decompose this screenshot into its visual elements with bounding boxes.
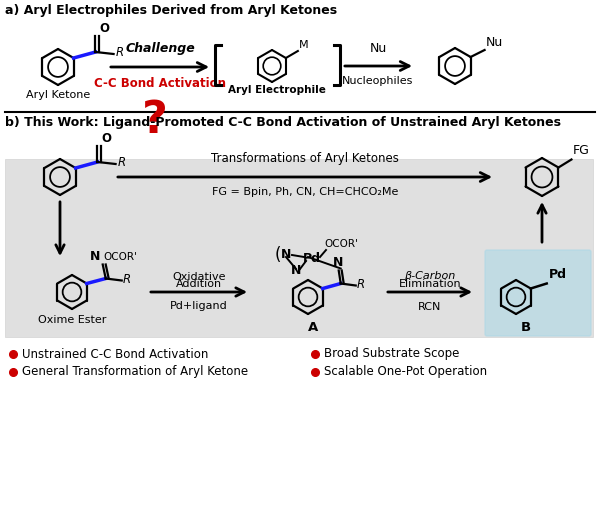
Text: C-C Bond Activation: C-C Bond Activation: [94, 77, 226, 90]
Text: Challenge: Challenge: [125, 42, 195, 55]
Text: ?: ?: [142, 99, 168, 142]
Text: R: R: [357, 278, 365, 291]
Text: N: N: [291, 265, 301, 277]
Text: N: N: [332, 256, 343, 269]
Text: Transformations of Aryl Ketones: Transformations of Aryl Ketones: [211, 152, 399, 165]
Text: Aryl Electrophile: Aryl Electrophile: [228, 85, 326, 95]
Text: Oxidative: Oxidative: [172, 272, 226, 282]
Text: Nu: Nu: [485, 36, 503, 49]
Text: Addition: Addition: [176, 279, 222, 289]
Text: Pd: Pd: [549, 269, 567, 281]
Text: (: (: [275, 246, 281, 264]
Text: O: O: [101, 132, 112, 145]
Text: FG = Bpin, Ph, CN, CH=CHCO₂Me: FG = Bpin, Ph, CN, CH=CHCO₂Me: [212, 187, 398, 197]
Text: R: R: [116, 47, 124, 59]
Text: Oxime Ester: Oxime Ester: [38, 315, 106, 325]
Text: Pd: Pd: [303, 252, 321, 266]
Text: N: N: [281, 248, 291, 262]
Text: β-Carbon: β-Carbon: [404, 271, 455, 281]
Text: A: A: [308, 321, 318, 334]
FancyBboxPatch shape: [485, 250, 591, 336]
Text: Pd+ligand: Pd+ligand: [170, 301, 228, 311]
Text: FG: FG: [572, 144, 589, 158]
Text: Nucleophiles: Nucleophiles: [343, 76, 413, 86]
Text: M: M: [299, 40, 308, 50]
Text: OCOR': OCOR': [324, 239, 358, 249]
Text: B: B: [521, 321, 531, 334]
Text: N: N: [91, 249, 101, 263]
Text: OCOR': OCOR': [104, 251, 137, 262]
Text: R: R: [123, 273, 131, 286]
Text: R: R: [118, 157, 126, 169]
Text: a) Aryl Electrophiles Derived from Aryl Ketones: a) Aryl Electrophiles Derived from Aryl …: [5, 4, 337, 17]
Text: Scalable One-Pot Operation: Scalable One-Pot Operation: [324, 366, 487, 379]
Text: RCN: RCN: [418, 302, 442, 312]
Text: Aryl Ketone: Aryl Ketone: [26, 90, 90, 100]
FancyBboxPatch shape: [5, 159, 593, 337]
Text: Elimination: Elimination: [398, 279, 461, 289]
Text: Broad Substrate Scope: Broad Substrate Scope: [324, 347, 460, 360]
Text: General Transformation of Aryl Ketone: General Transformation of Aryl Ketone: [22, 366, 248, 379]
Text: O: O: [100, 22, 110, 35]
Text: Nu: Nu: [370, 42, 386, 55]
Text: Unstrained C-C Bond Activation: Unstrained C-C Bond Activation: [22, 347, 208, 360]
Text: b) This Work: Ligand-Promoted C-C Bond Activation of Unstrained Aryl Ketones: b) This Work: Ligand-Promoted C-C Bond A…: [5, 116, 561, 129]
